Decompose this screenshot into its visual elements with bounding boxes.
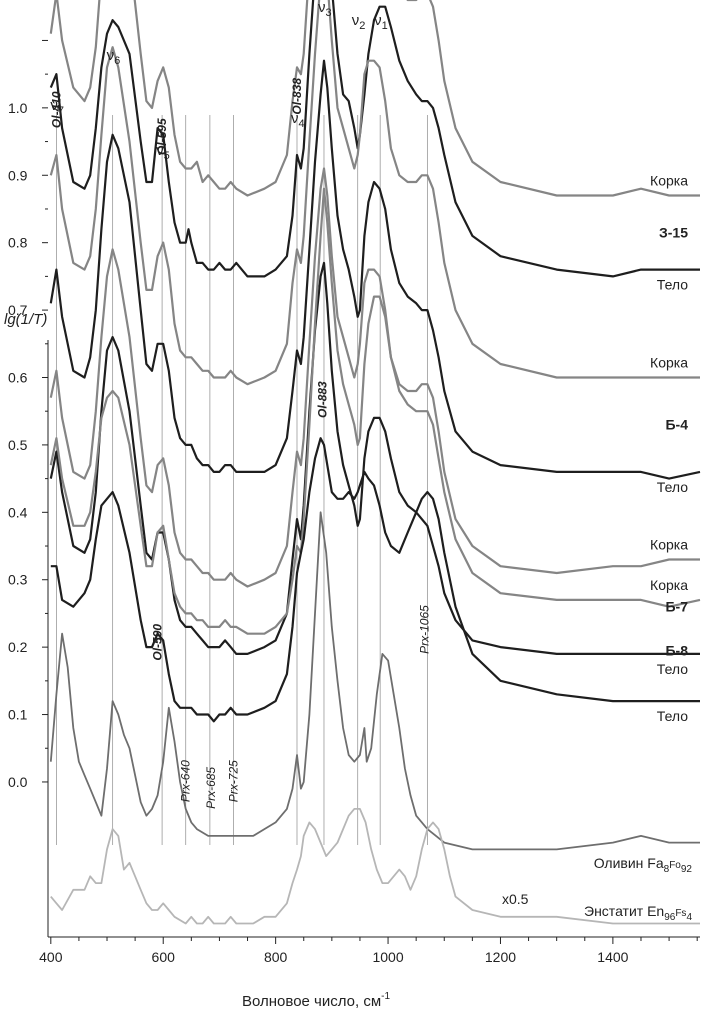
mode-label: ν6 [107,47,121,67]
reference-label-part: 92 [681,864,693,875]
series-label: Тело [657,661,688,677]
series-label: Тело [657,277,688,293]
mode-index: 1 [382,20,388,32]
prx-label: Prx-1065 [418,605,432,654]
series-line [49,0,700,278]
mode-label: ν2 [352,12,366,32]
mode-symbol: ν [352,12,360,29]
series-label: Корка [650,577,688,593]
series-line [49,167,700,588]
series-line [49,59,701,480]
mode-symbol: ν [318,0,326,16]
x-tick-label: 1000 [372,949,403,965]
scale-label: x0.5 [502,891,529,907]
reference-label-part: Fs [675,908,686,919]
y-tick-label: 0.1 [8,707,28,723]
mode-label: ν3 [318,0,332,19]
mode-index: 6 [114,55,120,67]
y-tick-label: 0.7 [8,302,28,318]
y-axis-title: lg(1/T) [4,311,47,328]
mode-symbol: ν [291,110,299,127]
mode-label: ν1 [374,12,388,32]
reference-lines [56,115,428,845]
mode-index: 2 [359,20,365,32]
reference-label-part: Энстатит En [584,903,664,919]
prx-label: Prx-725 [226,760,240,802]
axes: 400 600 800 1000 1200 1400 0.0 0.1 0.2 0.3 0.4 0.5 0… [8,39,700,965]
x-axis-title: Волновое число, см-1 [242,991,390,1010]
mode-label: ν4 [291,110,305,130]
mode-symbol: ν [50,97,58,114]
y-tick-label: 0.0 [8,774,28,790]
spectra-curves [49,0,701,925]
y-tick-label: 0.2 [8,639,28,655]
reference-label-part: 4 [686,912,692,923]
reference-label-part: Fo [669,860,681,871]
x-axis-title-sup: -1 [381,991,390,1002]
series-label: Тело [657,708,688,724]
series-line [49,187,701,635]
y-tick-label: 0.3 [8,572,28,588]
mode-index: 7 [58,105,64,117]
series-line [50,437,700,723]
x-tick-label: 1400 [597,949,628,965]
sample-label: Б-4 [665,417,688,433]
sample-label: Б-7 [665,599,688,615]
peak-label: Ol-883 [315,381,329,418]
sample-label: З-15 [659,225,688,241]
series-label: Корка [650,537,688,553]
mode-symbol: ν [374,12,382,29]
x-tick-label: 600 [152,949,176,965]
peak-label: Ol-410 [49,91,63,128]
mode-index: 5 [164,150,170,162]
reference-label-part: 8 [664,864,670,875]
reference-label: Оливин Fa8Fo92 [594,855,693,875]
series-line [49,511,700,851]
series-label: Корка [650,172,688,188]
peak-label: Ol-595 [155,118,169,155]
mode-label: ν5 [156,142,170,162]
reference-label-part: 96 [664,912,676,923]
mode-symbol: ν [156,142,164,159]
peak-label: Ol-590 [151,624,165,661]
y-tick-label: 0.4 [8,504,28,520]
x-tick-label: 400 [39,949,63,965]
mode-label: ν7 [50,97,64,117]
prx-label: Prx-640 [179,760,193,802]
y-tick-label: 0.5 [8,437,28,453]
series-label: Корка [650,354,688,370]
series-line [49,0,700,386]
mode-symbol: ν [107,47,115,64]
y-tick-label: 0.9 [8,167,28,183]
peak-label: Ol-838 [290,78,304,115]
series-line [50,808,700,925]
annotations: Корка Тело Корка Тело Корка Тело Корка Тело З-15… [49,0,692,923]
y-tick-label: 0.8 [8,235,28,251]
prx-label: Prx-685 [204,767,218,809]
series-label: Тело [657,479,688,495]
series-line [49,0,700,197]
series-line [49,261,700,655]
y-tick-label: 0.6 [8,369,28,385]
sample-label: Б-8 [665,643,688,659]
reference-label-part: Оливин Fa [594,855,664,871]
mode-index: 3 [325,7,331,19]
x-axis-title-main: Волновое число, см [242,993,381,1010]
reference-label: Энстатит En96Fs4 [584,903,692,923]
x-tick-label: 1200 [485,949,516,965]
y-tick-label: 1.0 [8,100,28,116]
mode-index: 4 [298,118,304,130]
x-tick-label: 800 [264,949,288,965]
